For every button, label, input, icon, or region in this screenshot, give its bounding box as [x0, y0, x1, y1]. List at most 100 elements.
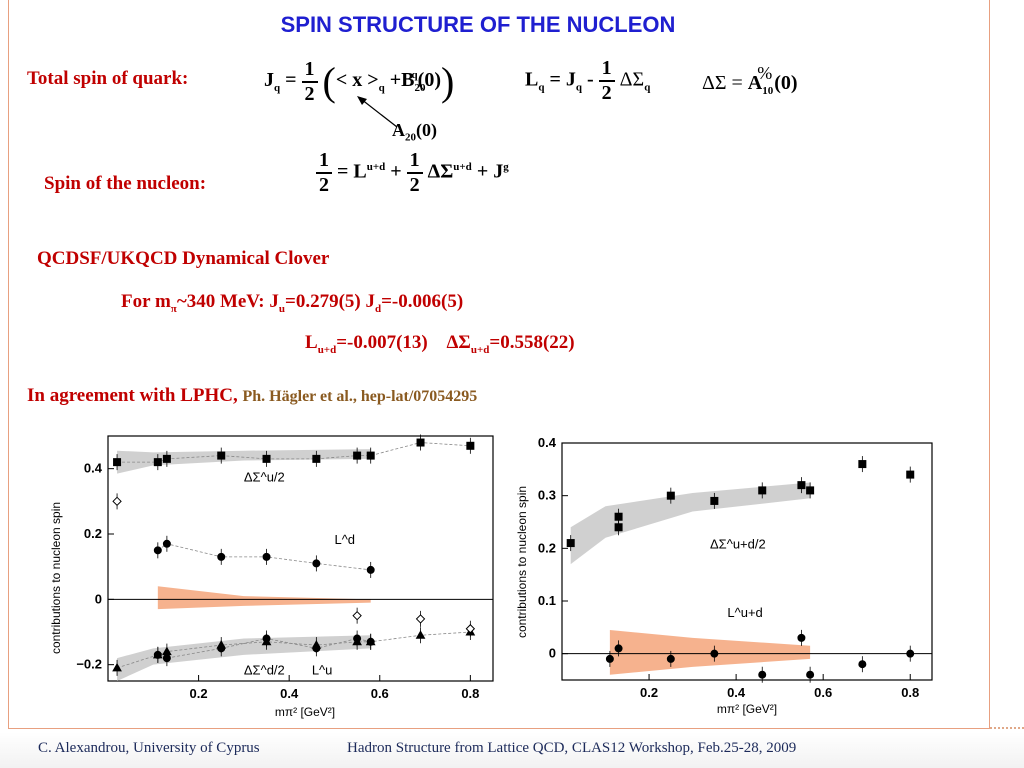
band-dsigma-u — [117, 449, 371, 474]
chart-left: 0.2 0.4 0.6 0.8 −0.2 0 0.2 0.4 ΔΣ^u/2 L^d ΔΣ^d/2 L^… — [49, 434, 494, 719]
footer-band — [0, 732, 1024, 768]
x-tick-label: 0.2 — [190, 686, 208, 701]
data-point — [153, 546, 162, 555]
chart-right-xlabel: mπ² [GeV²] — [717, 702, 777, 716]
a20-label: A20(0) — [392, 120, 437, 144]
data-point — [806, 486, 815, 495]
y-tick-label: 0.4 — [84, 461, 103, 476]
data-point — [262, 552, 271, 561]
data-point — [666, 491, 675, 500]
chart-left-ylabel: contributions to nucleon spin — [49, 502, 63, 654]
frame-left — [8, 0, 9, 728]
footer-right: Hadron Structure from Lattice QCD, CLAS1… — [347, 740, 797, 756]
data-point — [415, 630, 426, 639]
chart-right-frame — [561, 442, 933, 681]
data-point — [614, 644, 623, 653]
data-point — [666, 654, 675, 663]
y-tick-label: 0.1 — [538, 593, 556, 608]
data-point — [366, 451, 375, 460]
data-point — [605, 654, 614, 663]
data-point — [416, 438, 425, 447]
x-tick-label: 0.2 — [640, 685, 658, 700]
series-annotation: L^d — [334, 532, 355, 547]
data-point — [758, 670, 767, 679]
series-annotation: ΔΣ^u+d/2 — [710, 536, 766, 551]
data-point — [312, 559, 321, 568]
chart-right: 0.2 0.4 0.6 0.8 0 0.1 0.2 0.3 0.4 ΔΣ^u+d/2 L^u+d c… — [515, 435, 933, 716]
data-point — [858, 660, 867, 669]
data-point — [710, 649, 719, 658]
footer-left: C. Alexandrou, University of Cyprus — [38, 740, 260, 756]
y-tick-label: 0 — [549, 646, 556, 661]
data-point — [366, 637, 375, 646]
data-point — [797, 633, 806, 642]
l-sigma-line: Lu+d=-0.007(13) ΔΣu+d=0.558(22) — [305, 332, 575, 356]
data-point — [352, 610, 362, 621]
data-point — [806, 670, 815, 679]
slide-title: SPIN STRUCTURE OF THE NUCLEON — [280, 12, 676, 37]
chart-left-frame — [107, 435, 494, 682]
x-tick-label: 0.4 — [727, 685, 746, 700]
series-line — [117, 442, 471, 463]
total-spin-label: Total spin of quark: — [27, 68, 189, 89]
data-point — [262, 634, 271, 643]
x-tick-label: 0.6 — [371, 686, 389, 701]
data-point — [906, 649, 915, 658]
y-tick-label: −0.2 — [76, 657, 102, 672]
qcdsf-line: QCDSF/UKQCD Dynamical Clover — [37, 248, 330, 269]
data-point — [312, 454, 321, 463]
band-dsigma-total — [570, 482, 811, 565]
data-point — [566, 539, 575, 548]
data-point — [353, 634, 362, 643]
y-tick-label: 0.3 — [538, 488, 556, 503]
agreement-line: In agreement with LPHC, Ph. Hägler et al… — [27, 385, 478, 406]
data-point — [614, 512, 623, 521]
data-point — [465, 624, 476, 634]
data-point — [797, 481, 806, 490]
data-point — [153, 650, 162, 659]
data-point — [112, 496, 122, 507]
series-annotation: L^u+d — [727, 605, 762, 620]
data-point — [112, 662, 122, 672]
series-line — [157, 543, 371, 571]
data-point — [153, 458, 162, 467]
data-point — [415, 614, 426, 624]
x-tick-label: 0.6 — [814, 685, 832, 700]
series-annotation: L^u — [312, 662, 333, 677]
data-point — [466, 441, 475, 450]
band-l-total — [157, 586, 371, 610]
chart-right-ylabel: contributions to nucleon spin — [515, 486, 529, 638]
frame-bottom — [8, 728, 990, 729]
y-tick-label: 0 — [95, 591, 102, 606]
a20-arrow — [357, 96, 398, 128]
band-l-total — [609, 629, 811, 675]
data-point — [758, 486, 767, 495]
data-point — [353, 451, 362, 460]
for-mass-line: For mπ~340 MeV: Ju=0.279(5) Jd=-0.006(5) — [121, 291, 464, 315]
y-tick-label: 0.2 — [538, 540, 556, 555]
y-tick-label: 0.2 — [84, 526, 102, 541]
series-annotation: ΔΣ^u/2 — [244, 470, 285, 485]
data-point — [710, 496, 719, 505]
data-point — [217, 451, 226, 460]
data-point — [217, 644, 226, 653]
data-point — [858, 460, 867, 469]
data-point — [217, 552, 226, 561]
x-tick-label: 0.8 — [461, 686, 479, 701]
y-tick-label: 0.4 — [538, 435, 557, 450]
data-point — [366, 565, 375, 574]
delta-sigma-equation: ΔΣ = A10% (0) — [702, 63, 798, 97]
data-point — [312, 644, 321, 653]
data-point — [162, 539, 171, 548]
data-point — [162, 454, 171, 463]
data-point — [162, 654, 171, 663]
nucleon-spin-label: Spin of the nucleon: — [44, 173, 207, 194]
decorative-dots — [990, 727, 1024, 733]
data-point — [113, 458, 122, 467]
data-point — [906, 470, 915, 479]
data-point — [614, 523, 623, 532]
chart-left-xlabel: mπ² [GeV²] — [275, 705, 335, 719]
